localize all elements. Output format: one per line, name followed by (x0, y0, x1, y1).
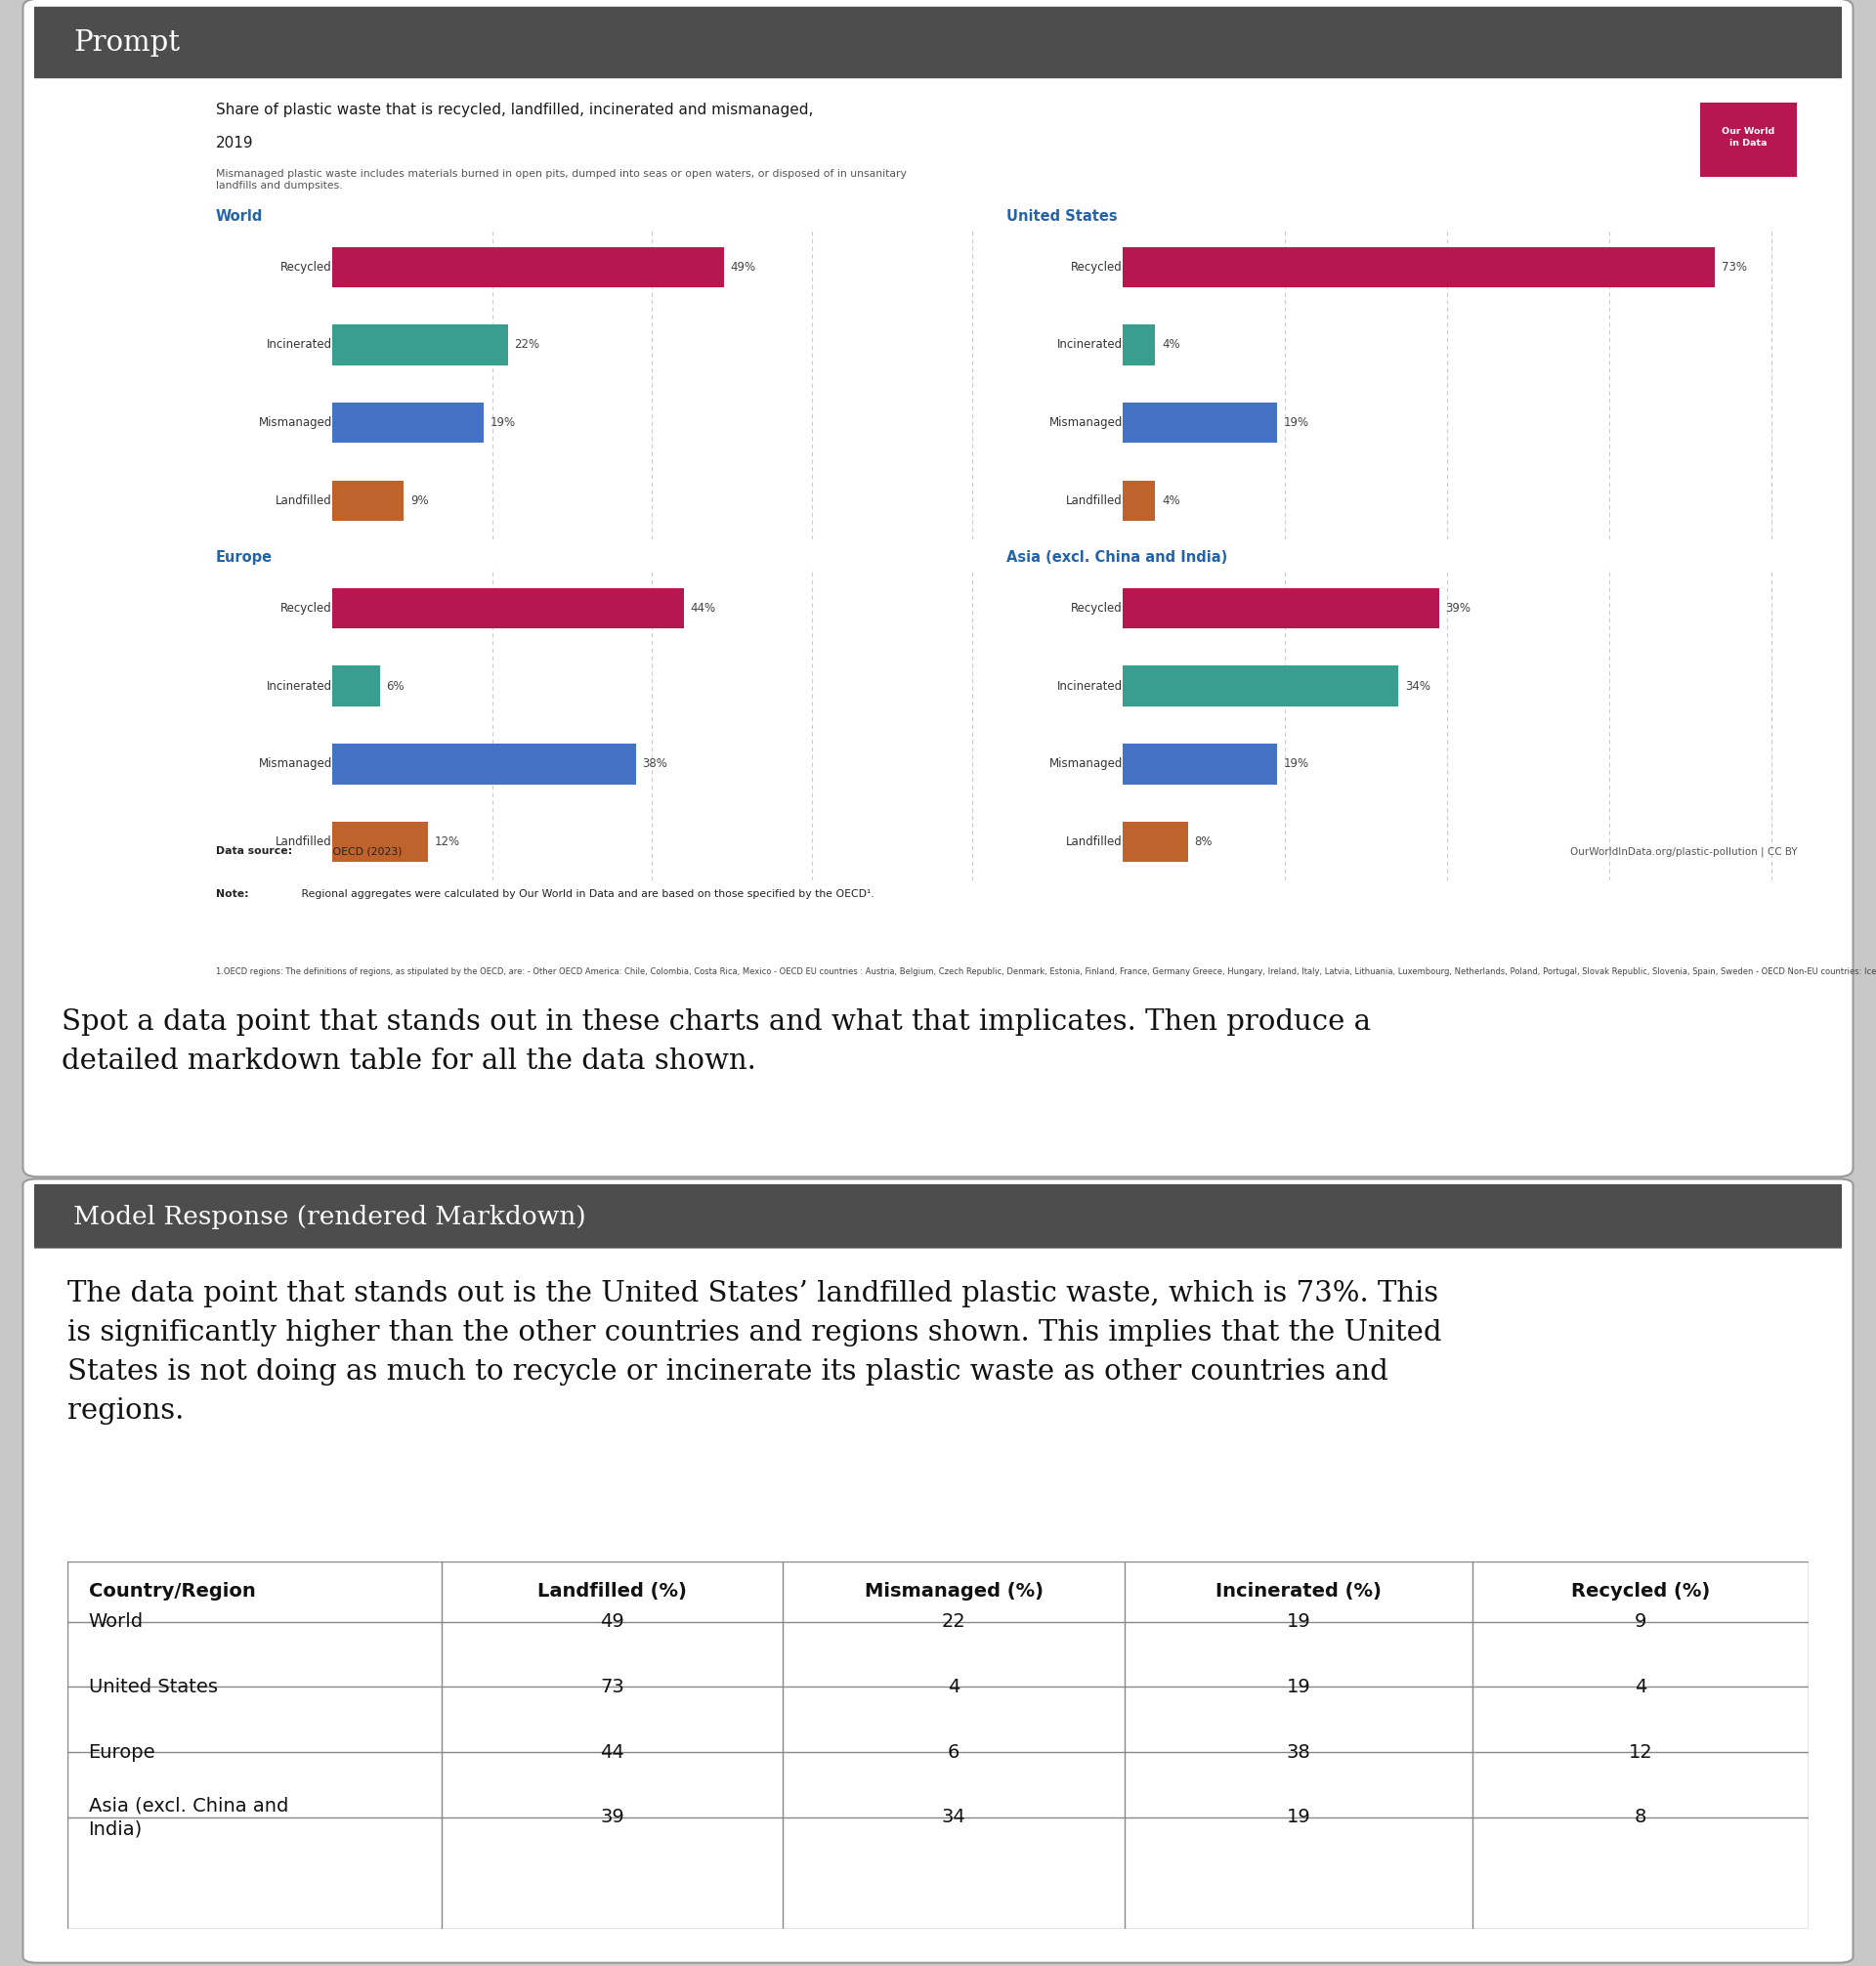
Text: 12%: 12% (435, 836, 460, 847)
Text: 22%: 22% (514, 338, 540, 352)
Bar (332, 403, 484, 442)
Text: 19: 19 (1287, 1612, 1311, 1632)
Text: Recycled (%): Recycled (%) (1570, 1583, 1709, 1600)
Text: 73: 73 (600, 1677, 625, 1697)
Text: Incinerated (%): Incinerated (%) (1216, 1583, 1381, 1600)
Bar (1122, 743, 1278, 784)
Bar (1122, 822, 1188, 861)
Bar (1122, 480, 1156, 521)
Text: Spot a data point that stands out in these charts and what that implicates. Then: Spot a data point that stands out in the… (62, 1009, 1371, 1075)
Text: Prompt: Prompt (73, 29, 180, 57)
Text: 9%: 9% (411, 493, 428, 507)
Text: 6: 6 (947, 1742, 961, 1762)
Text: Country/Region: Country/Region (88, 1583, 255, 1600)
Text: 39: 39 (600, 1809, 625, 1826)
Text: 38: 38 (1287, 1742, 1311, 1762)
Text: Europe: Europe (216, 550, 272, 564)
Text: 4%: 4% (1161, 493, 1180, 507)
Text: Mismanaged: Mismanaged (259, 417, 332, 429)
Text: Note:: Note: (216, 889, 250, 898)
FancyBboxPatch shape (17, 6, 1859, 79)
Text: 4: 4 (1634, 1677, 1647, 1697)
Text: Incinerated: Incinerated (1058, 338, 1122, 352)
Text: 73%: 73% (1722, 261, 1747, 273)
Text: Mismanaged: Mismanaged (259, 757, 332, 771)
Text: Asia (excl. China and
India): Asia (excl. China and India) (88, 1797, 289, 1838)
Text: Landfilled (%): Landfilled (%) (538, 1583, 687, 1600)
Text: United States: United States (88, 1677, 218, 1697)
Text: Mismanaged: Mismanaged (1049, 757, 1122, 771)
Bar (1122, 588, 1439, 629)
Text: 4%: 4% (1161, 338, 1180, 352)
Text: Landfilled: Landfilled (276, 836, 332, 847)
Text: OurWorldInData.org/plastic-pollution | CC BY: OurWorldInData.org/plastic-pollution | C… (1570, 845, 1797, 857)
Text: World: World (88, 1612, 143, 1632)
Text: 19%: 19% (1283, 417, 1309, 429)
Text: Our World
in Data: Our World in Data (1722, 128, 1775, 147)
Text: 4: 4 (947, 1677, 961, 1697)
Bar (1122, 324, 1156, 366)
Bar (1122, 403, 1278, 442)
Text: 34: 34 (942, 1809, 966, 1826)
Text: 39%: 39% (1446, 602, 1471, 615)
Text: The data point that stands out is the United States’ landfilled plastic waste, w: The data point that stands out is the Un… (68, 1280, 1443, 1425)
FancyBboxPatch shape (23, 1180, 1853, 1962)
Text: 19: 19 (1287, 1809, 1311, 1826)
Text: 38%: 38% (642, 757, 668, 771)
Text: Recycled: Recycled (1071, 261, 1122, 273)
Text: Share of plastic waste that is recycled, landfilled, incinerated and mismanaged,: Share of plastic waste that is recycled,… (216, 102, 812, 118)
Text: OECD (2023): OECD (2023) (330, 845, 401, 855)
Text: 19: 19 (1287, 1677, 1311, 1697)
Text: 8%: 8% (1195, 836, 1212, 847)
Text: Incinerated: Incinerated (1058, 680, 1122, 692)
Text: Landfilled: Landfilled (1066, 493, 1122, 507)
Text: 1.OECD regions: The definitions of regions, as stipulated by the OECD, are: - Ot: 1.OECD regions: The definitions of regio… (216, 967, 1876, 975)
Text: Europe: Europe (88, 1742, 156, 1762)
Bar (332, 666, 381, 706)
Text: 44%: 44% (690, 602, 717, 615)
Text: Mismanaged (%): Mismanaged (%) (865, 1583, 1043, 1600)
Text: 22: 22 (942, 1612, 966, 1632)
Bar (1122, 666, 1398, 706)
Bar (332, 588, 685, 629)
Text: Incinerated: Incinerated (266, 680, 332, 692)
Bar (332, 743, 636, 784)
Text: 49%: 49% (730, 261, 756, 273)
Text: Mismanaged: Mismanaged (1049, 417, 1122, 429)
Text: 8: 8 (1634, 1809, 1647, 1826)
Text: 9: 9 (1634, 1612, 1647, 1632)
Bar (332, 822, 428, 861)
Text: 44: 44 (600, 1742, 625, 1762)
Text: 2019: 2019 (216, 136, 253, 149)
Text: 34%: 34% (1405, 680, 1430, 692)
Text: Recycled: Recycled (1071, 602, 1122, 615)
Text: Asia (excl. China and India): Asia (excl. China and India) (1006, 550, 1227, 564)
Text: World: World (216, 208, 263, 224)
Bar (1122, 248, 1715, 287)
Text: 12: 12 (1628, 1742, 1653, 1762)
Text: Model Response (rendered Markdown): Model Response (rendered Markdown) (73, 1205, 587, 1229)
Text: Incinerated: Incinerated (266, 338, 332, 352)
Bar (332, 324, 508, 366)
Text: 19%: 19% (1283, 757, 1309, 771)
Text: 49: 49 (600, 1612, 625, 1632)
Text: 6%: 6% (386, 680, 405, 692)
Text: Data source:: Data source: (216, 845, 293, 855)
Text: 19%: 19% (490, 417, 516, 429)
FancyBboxPatch shape (23, 0, 1853, 1178)
Text: Recycled: Recycled (281, 602, 332, 615)
Text: Landfilled: Landfilled (1066, 836, 1122, 847)
Text: Recycled: Recycled (281, 261, 332, 273)
Bar (332, 480, 403, 521)
Bar (332, 248, 724, 287)
Text: Regional aggregates were calculated by Our World in Data and are based on those : Regional aggregates were calculated by O… (298, 889, 874, 898)
Text: Landfilled: Landfilled (276, 493, 332, 507)
FancyBboxPatch shape (17, 1184, 1859, 1248)
Text: United States: United States (1006, 208, 1118, 224)
Text: Mismanaged plastic waste includes materials burned in open pits, dumped into sea: Mismanaged plastic waste includes materi… (216, 169, 906, 191)
